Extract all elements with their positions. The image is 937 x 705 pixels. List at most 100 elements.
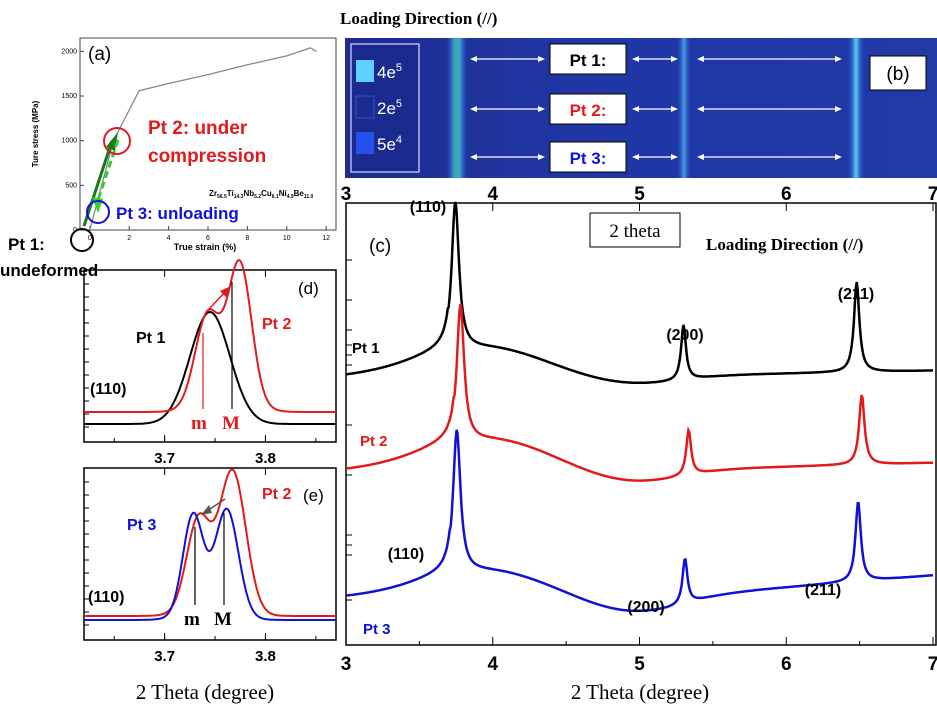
curve-pt3	[345, 429, 934, 613]
b-xtick-label: 3	[341, 184, 352, 205]
curve-label-pt3: Pt 3	[363, 621, 391, 638]
panel-d-pt2-label: Pt 2	[262, 316, 291, 333]
panel-c-frame	[345, 202, 937, 646]
two-theta-text: 2 theta	[609, 221, 661, 242]
panel-d-shift-arrow-head	[220, 286, 231, 297]
arrow-head-left	[470, 106, 477, 112]
two-theta-box	[589, 212, 681, 248]
panel-d-hkl: (110)	[90, 381, 126, 398]
pt1-label-line1: Pt 1:	[8, 235, 45, 254]
panel-a-label: (a)	[88, 44, 111, 65]
panel-e-frame	[83, 467, 337, 641]
row-label-pt3: Pt 3:	[570, 149, 607, 168]
panel-c-ticks: 3 4 5 6 7	[341, 203, 937, 675]
a-xtick-label: 12	[322, 235, 330, 242]
a-xtick-label: 10	[283, 235, 291, 242]
arrow-head-left	[697, 106, 704, 112]
pt3-label: Pt 3: unloading	[116, 204, 239, 223]
a-xtick-label: 0	[88, 235, 92, 242]
panel-d-curve-pt2	[84, 259, 336, 413]
loading-direction-c: Loading Direction (//)	[706, 235, 863, 254]
legend-label-mid: 2e5	[377, 98, 402, 118]
panel-d: 3.7 3.8 (d) Pt 1 Pt 2 (110) m M	[83, 259, 337, 467]
legend-swatch-high	[356, 60, 374, 82]
c-xtick-label: 7	[928, 654, 937, 675]
panel-e-xlabel: 2 Theta (degree)	[136, 680, 274, 704]
arrow-head-left	[470, 56, 477, 62]
panel-a-frame	[79, 37, 337, 231]
panel-e-ticks: 3.7 3.8	[84, 468, 317, 665]
a-ytick-label: 1500	[61, 93, 77, 100]
pt2-label-line2: compression	[148, 146, 266, 167]
legend-label-high: 4e5	[377, 62, 402, 82]
panel-d-m: m	[191, 413, 207, 434]
legend-swatch-low	[356, 132, 374, 154]
pt1-circle	[70, 228, 94, 252]
xtick-label: 3.8	[255, 450, 276, 467]
stress-strain-curve	[89, 47, 317, 231]
c-xtick-label: 6	[781, 654, 792, 675]
a-ytick-label: 500	[65, 182, 77, 189]
panel-d-ticks: 3.7 3.8	[84, 270, 317, 467]
panel-d-label: (d)	[298, 279, 319, 298]
panel-b-xticks: 3 4 5 6 7	[341, 184, 937, 205]
curve-pt1	[345, 201, 933, 385]
arrow-head-left	[697, 154, 704, 160]
peak-label-200-bottom: (200)	[627, 599, 664, 616]
panel-e-m: m	[184, 609, 200, 630]
xtick-label: 3.8	[255, 648, 276, 665]
panel-b-label: (b)	[886, 64, 909, 85]
arrow-head-left	[632, 56, 639, 62]
panel-e-M: M	[214, 609, 232, 630]
b-xtick-label: 4	[487, 184, 498, 205]
peak-label-200-top: (200)	[666, 327, 703, 344]
peak-label-211-top: (211)	[838, 286, 874, 303]
a-xtick-label: 4	[167, 235, 171, 242]
pt3-circle	[86, 200, 110, 224]
b-xtick-label: 6	[781, 184, 792, 205]
row-label-pt2: Pt 2:	[570, 101, 607, 120]
b-xtick-label: 7	[928, 184, 937, 205]
alloy-composition: Zr56.5Ti14.3Nb5.2Cu6.1Ni4.9Be11.0	[209, 189, 314, 200]
green-loading-arrow	[82, 140, 114, 227]
pt1-label-line2: undeformed	[0, 261, 98, 280]
arrow-head-right	[538, 56, 545, 62]
a-xtick-label: 2	[127, 235, 131, 242]
unloading-dashed-arrow	[95, 139, 120, 204]
a-ytick-label: 1000	[61, 138, 77, 145]
arrow-head-left	[632, 106, 639, 112]
heatmap-band-110-core	[454, 38, 459, 178]
legend-label-low: 5e4	[377, 134, 402, 154]
heatmap-arrows	[470, 56, 842, 160]
row-box-pt2	[549, 93, 627, 125]
b-xtick-label: 5	[634, 184, 645, 205]
peak-label-110-bottom: (110)	[388, 546, 424, 563]
xtick-label: 3.7	[154, 648, 175, 665]
pt2-label-line1: Pt 2: under	[148, 118, 248, 139]
xtick-label: 3.7	[154, 450, 175, 467]
curve-label-pt2: Pt 2	[360, 433, 388, 450]
panel-d-M: M	[222, 413, 240, 434]
heatmap-band-200	[677, 38, 691, 178]
panel-e-label: (e)	[303, 486, 324, 505]
c-xtick-label: 3	[341, 654, 352, 675]
arrow-head-right	[835, 154, 842, 160]
panel-e: 3.7 3.8 (e) Pt 3 Pt 2 (110) m M 2 Theta (…	[83, 467, 337, 704]
arrow-head-right	[671, 106, 678, 112]
peak-label-211-bottom: (211)	[805, 582, 841, 599]
loading-direction-title: Loading Direction (//)	[340, 9, 497, 28]
panel-e-curve-pt2	[84, 468, 336, 617]
peak-label-110-top: (110)	[410, 199, 446, 216]
panel-e-hkl: (110)	[88, 589, 124, 606]
arrow-head-right	[538, 154, 545, 160]
c-xtick-label: 4	[487, 654, 498, 675]
arrow-head-left	[470, 154, 477, 160]
c-xtick-label: 5	[634, 654, 645, 675]
panel-d-curve-pt1	[84, 310, 336, 425]
heatmap-band-211	[848, 38, 864, 178]
row-box-pt3	[549, 141, 627, 173]
panel-a-xlabel: True strain (%)	[174, 242, 237, 252]
panel-e-pt2-label: Pt 2	[262, 486, 291, 503]
